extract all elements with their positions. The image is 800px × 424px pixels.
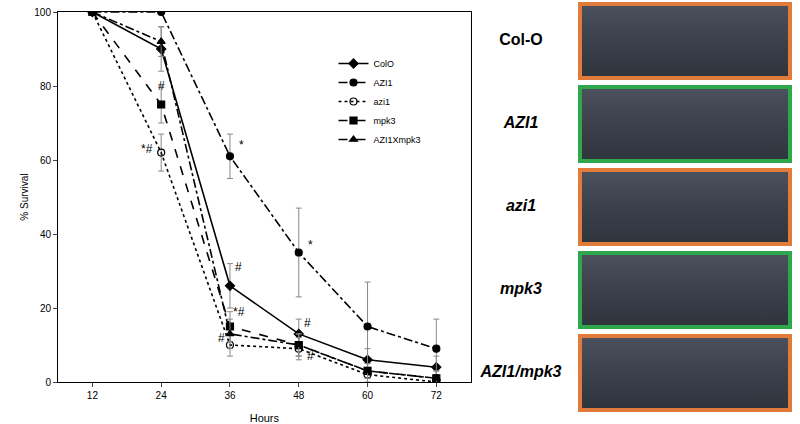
svg-text:36: 36 (224, 390, 236, 401)
svg-text:*: * (239, 138, 244, 152)
svg-text:72: 72 (431, 390, 443, 401)
svg-text:*#: *# (141, 142, 153, 156)
svg-text:ColO: ColO (374, 59, 395, 69)
svg-text:#: # (218, 331, 225, 345)
svg-text:#: # (304, 316, 311, 330)
svg-text:80: 80 (40, 81, 52, 92)
svg-text:12: 12 (87, 390, 99, 401)
svg-text:#: # (307, 349, 314, 363)
svg-text:*: * (308, 238, 313, 252)
html-text:AZI1: AZI1 (503, 114, 539, 131)
svg-text:40: 40 (40, 229, 52, 240)
svg-text:*#: *# (233, 305, 245, 319)
svg-text:azi1: azi1 (374, 97, 391, 107)
svg-text:100: 100 (34, 7, 51, 18)
svg-text:#: # (158, 79, 165, 93)
svg-text:AZI1: AZI1 (374, 78, 393, 88)
svg-text:Hours: Hours (250, 412, 280, 424)
html-text:mpk3: mpk3 (500, 280, 542, 297)
svg-text:60: 60 (362, 390, 374, 401)
svg-text:24: 24 (156, 390, 168, 401)
svg-text:48: 48 (293, 390, 305, 401)
html-text:AZI1/mpk3: AZI1/mpk3 (480, 363, 562, 380)
html-text:Col-O: Col-O (499, 31, 543, 48)
svg-text:20: 20 (40, 303, 52, 314)
svg-text:% Survival: % Survival (19, 173, 30, 220)
svg-text:60: 60 (40, 155, 52, 166)
svg-text:0: 0 (45, 377, 51, 388)
svg-text:AZI1Xmpk3: AZI1Xmpk3 (374, 135, 421, 145)
svg-text:mpk3: mpk3 (374, 116, 396, 126)
svg-text:#: # (235, 260, 242, 274)
html-text:azi1: azi1 (505, 197, 537, 214)
